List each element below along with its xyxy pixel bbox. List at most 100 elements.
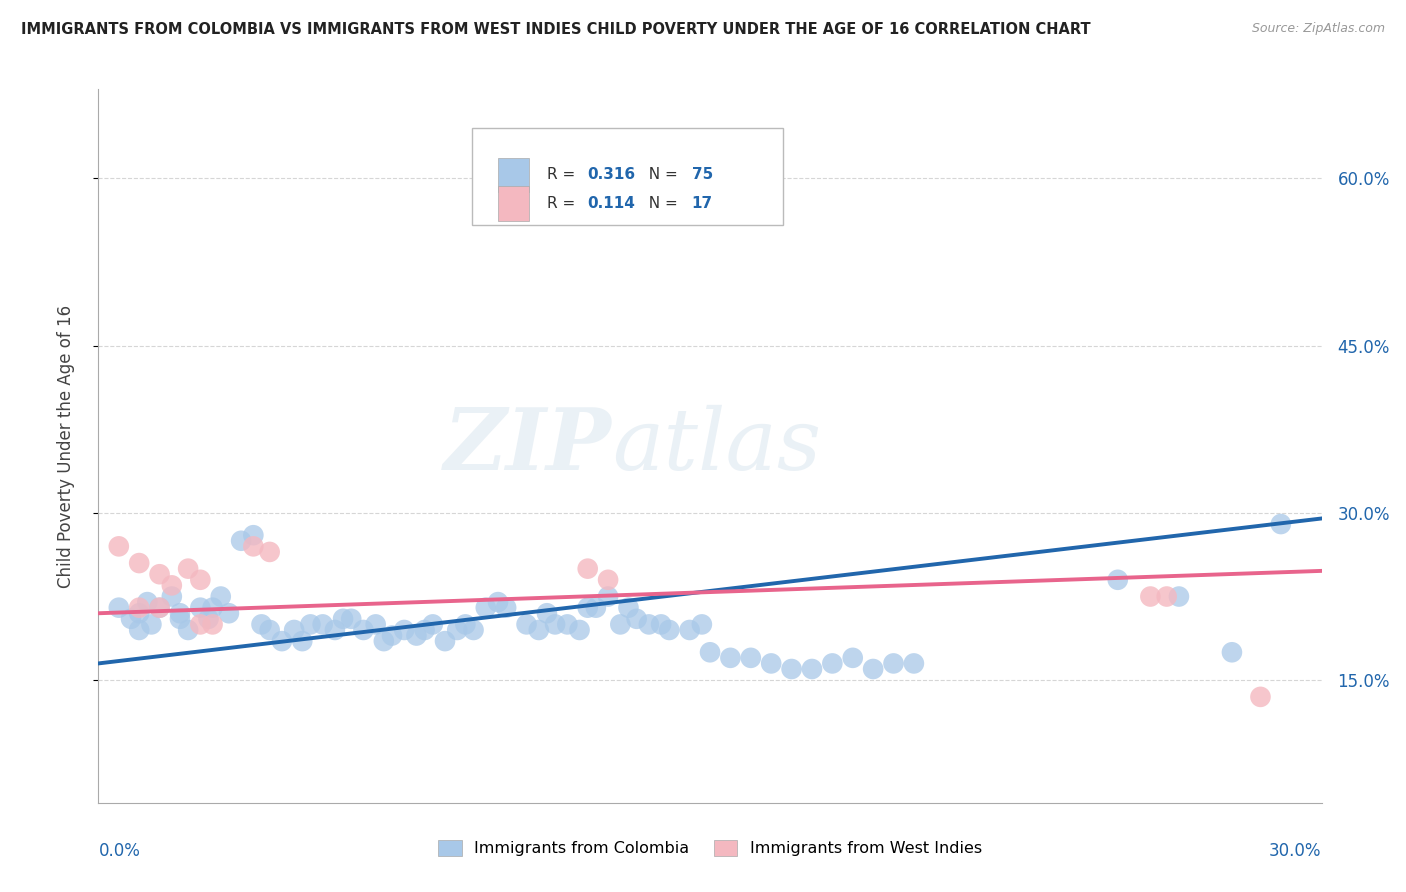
Point: [1249, 690, 1271, 704]
Legend: Immigrants from Colombia, Immigrants from West Indies: Immigrants from Colombia, Immigrants fro…: [432, 833, 988, 863]
Point: [188, 573, 212, 587]
Point: [626, 612, 648, 626]
Text: Source: ZipAtlas.com: Source: ZipAtlas.com: [1251, 22, 1385, 36]
Point: [1107, 573, 1129, 587]
Point: [128, 556, 150, 570]
Text: 75: 75: [692, 168, 713, 182]
Point: [160, 578, 183, 592]
Point: [250, 617, 273, 632]
Point: [1167, 590, 1189, 604]
Text: N =: N =: [640, 196, 683, 211]
Point: [160, 590, 183, 604]
Point: [903, 657, 925, 671]
Point: [617, 600, 640, 615]
Point: [149, 567, 172, 582]
Point: [699, 645, 721, 659]
Text: IMMIGRANTS FROM COLOMBIA VS IMMIGRANTS FROM WEST INDIES CHILD POVERTY UNDER THE : IMMIGRANTS FROM COLOMBIA VS IMMIGRANTS F…: [21, 22, 1091, 37]
FancyBboxPatch shape: [471, 128, 783, 225]
Point: [576, 600, 599, 615]
Point: [169, 607, 191, 621]
Point: [352, 623, 374, 637]
Point: [658, 623, 681, 637]
Point: [340, 612, 363, 626]
Point: [332, 612, 354, 626]
FancyBboxPatch shape: [498, 158, 529, 192]
Point: [177, 562, 200, 576]
Point: [373, 634, 395, 648]
Point: [527, 623, 550, 637]
Point: [883, 657, 905, 671]
Y-axis label: Child Poverty Under the Age of 16: Child Poverty Under the Age of 16: [56, 304, 75, 588]
Point: [454, 617, 477, 632]
Text: 0.114: 0.114: [588, 196, 636, 211]
Text: R =: R =: [547, 168, 581, 182]
Point: [516, 617, 538, 632]
Point: [197, 612, 219, 626]
Point: [108, 539, 131, 553]
Point: [128, 623, 150, 637]
Point: [177, 623, 200, 637]
Text: 30.0%: 30.0%: [1270, 842, 1322, 860]
Text: 0.0%: 0.0%: [98, 842, 141, 860]
Point: [495, 600, 517, 615]
Point: [209, 590, 232, 604]
FancyBboxPatch shape: [498, 186, 529, 220]
Point: [486, 595, 509, 609]
Point: [141, 617, 163, 632]
Point: [169, 612, 191, 626]
Point: [231, 533, 253, 548]
Point: [128, 607, 150, 621]
Point: [312, 617, 335, 632]
Point: [201, 600, 224, 615]
Point: [242, 528, 264, 542]
Point: [323, 623, 346, 637]
Point: [555, 617, 579, 632]
Point: [740, 651, 762, 665]
Point: [364, 617, 387, 632]
Point: [218, 607, 240, 621]
Point: [434, 634, 457, 648]
Text: N =: N =: [640, 168, 683, 182]
Point: [609, 617, 631, 632]
Point: [841, 651, 863, 665]
Point: [136, 595, 159, 609]
Point: [821, 657, 844, 671]
Point: [474, 600, 498, 615]
Point: [862, 662, 884, 676]
Point: [650, 617, 672, 632]
Point: [780, 662, 803, 676]
Point: [283, 623, 305, 637]
Point: [544, 617, 567, 632]
Text: R =: R =: [547, 196, 581, 211]
Point: [149, 600, 172, 615]
Point: [108, 600, 131, 615]
Point: [392, 623, 416, 637]
Point: [637, 617, 661, 632]
Point: [201, 617, 224, 632]
Point: [585, 600, 607, 615]
Point: [188, 617, 212, 632]
Text: ZIP: ZIP: [444, 404, 612, 488]
Point: [536, 607, 558, 621]
Point: [718, 651, 742, 665]
Point: [128, 600, 150, 615]
Text: 0.316: 0.316: [588, 168, 636, 182]
Point: [422, 617, 444, 632]
Point: [270, 634, 294, 648]
Point: [259, 623, 281, 637]
Point: [188, 600, 212, 615]
Point: [413, 623, 436, 637]
Point: [1156, 590, 1178, 604]
Point: [291, 634, 314, 648]
Point: [446, 623, 468, 637]
Text: atlas: atlas: [612, 405, 821, 487]
Point: [299, 617, 322, 632]
Point: [381, 628, 404, 642]
Point: [120, 612, 142, 626]
Point: [242, 539, 264, 553]
Point: [598, 573, 620, 587]
Point: [690, 617, 713, 632]
Point: [801, 662, 824, 676]
Point: [761, 657, 783, 671]
Point: [463, 623, 485, 637]
